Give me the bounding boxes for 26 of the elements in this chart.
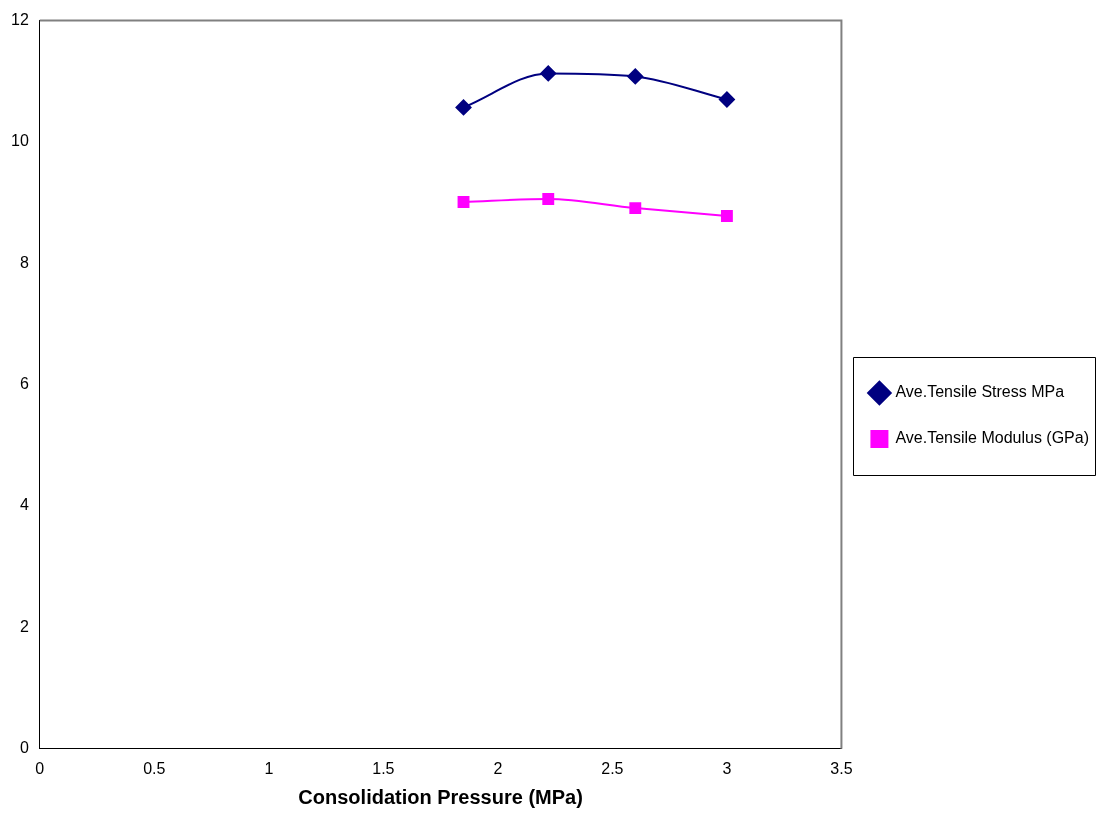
point	[540, 65, 557, 82]
y-tick-label: 6	[19, 375, 29, 393]
legend-label: Ave.Tensile Stress MPa	[895, 383, 1065, 401]
y-tick-label: 12	[11, 11, 29, 29]
point	[457, 196, 470, 208]
y-tick-label: 10	[11, 132, 29, 150]
point	[629, 202, 642, 215]
y-tick-label: 8	[19, 253, 29, 271]
x-tick-label: 0.5	[143, 759, 166, 777]
y-tick-label: 4	[19, 496, 29, 514]
x-tick-label: 2	[493, 759, 503, 777]
x-tick-label: 2.5	[601, 759, 624, 777]
point	[720, 210, 733, 222]
x-tick-label: 1	[264, 759, 274, 777]
point	[627, 68, 644, 85]
point	[718, 91, 735, 108]
x-axis-title: Consolidation Pressure (MPa)	[298, 785, 583, 808]
point	[542, 193, 555, 205]
y-tick-label: 2	[19, 617, 29, 635]
x-tick-label: 0	[35, 759, 45, 777]
legend-label: Ave.Tensile Modulus (GPa)	[895, 429, 1090, 447]
point	[455, 99, 472, 116]
x-tick-label: 3	[722, 759, 732, 777]
x-tick-label: 1.5	[372, 759, 395, 777]
y-tick-label: 0	[19, 739, 29, 757]
x-tick-label: 3.5	[830, 759, 853, 777]
